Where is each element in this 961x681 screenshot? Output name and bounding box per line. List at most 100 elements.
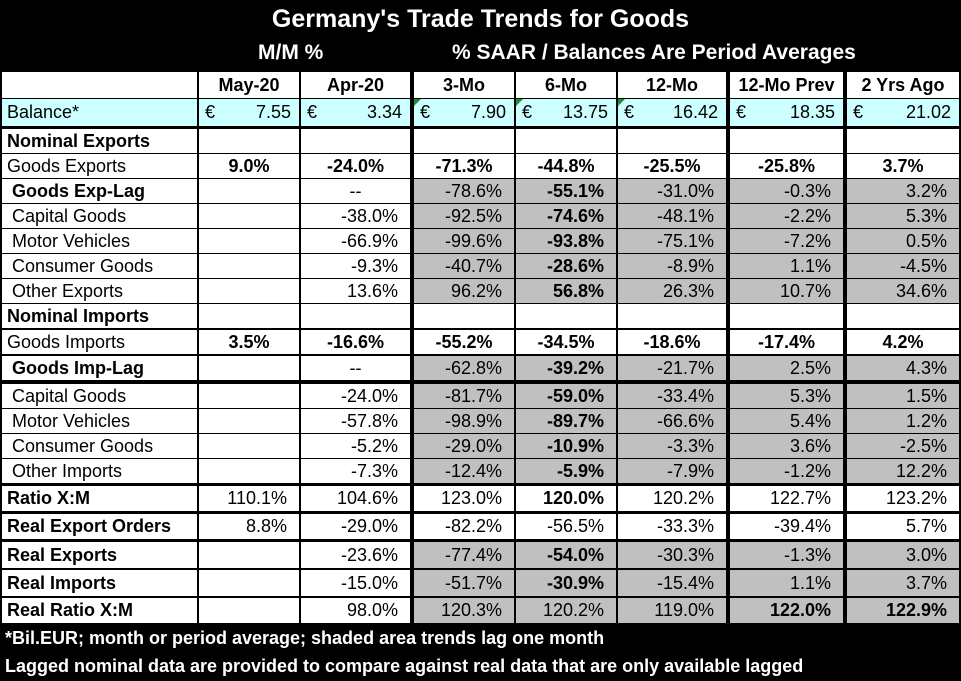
table-cell: 26.3% — [618, 279, 726, 303]
balance-amount: 13.75 — [562, 102, 608, 122]
table-cell: -31.0% — [618, 179, 726, 203]
table-row: Other Exports 13.6% 96.2% 56.8% 26.3% 10.7% 34… — [0, 279, 961, 303]
table-cell: -66.9% — [301, 229, 410, 253]
table-cell: -10.9% — [516, 434, 616, 458]
table-cell: 123.2% — [847, 486, 959, 511]
table-cell: -59.0% — [516, 384, 616, 408]
table-cell — [199, 179, 299, 203]
table-cell: -71.3% — [414, 154, 514, 178]
row-label: Real Exports — [2, 542, 197, 568]
table-cell: -7.3% — [301, 459, 410, 483]
table-row: Nominal Imports — [0, 304, 961, 328]
table-row: Consumer Goods -5.2% -29.0% -10.9% -3.3% 3.6%… — [0, 434, 961, 458]
balance-value: €7.55 — [199, 99, 299, 126]
column-header-row: May-20 Apr-20 3-Mo 6-Mo 12-Mo 12-Mo Prev 2 Yrs… — [0, 72, 961, 98]
table-cell: -0.3% — [730, 179, 843, 203]
table-cell: 5.4% — [730, 409, 843, 433]
table-row: Nominal Exports — [0, 129, 961, 153]
table-cell — [730, 304, 843, 328]
row-label: Capital Goods — [2, 204, 197, 228]
column-header: 12-Mo Prev — [730, 72, 843, 98]
row-label: Motor Vehicles — [2, 409, 197, 433]
table-cell: -75.1% — [618, 229, 726, 253]
table-cell: -89.7% — [516, 409, 616, 433]
table-cell: -38.0% — [301, 204, 410, 228]
table-cell: 98.0% — [301, 598, 410, 623]
balance-amount: 7.55 — [255, 102, 291, 122]
row-label: Consumer Goods — [2, 434, 197, 458]
table-row: Motor Vehicles -66.9% -99.6% -93.8% -75.1% -7… — [0, 229, 961, 253]
table-cell — [618, 129, 726, 153]
green-triangle-marker — [414, 99, 421, 106]
row-label: Capital Goods — [2, 384, 197, 408]
column-header: 12-Mo — [618, 72, 726, 98]
table-cell: -62.8% — [414, 356, 514, 380]
table-cell: -78.6% — [414, 179, 514, 203]
table-cell: -4.5% — [847, 254, 959, 278]
table-cell: 5.3% — [847, 204, 959, 228]
column-header: 6-Mo — [516, 72, 616, 98]
table-cell: 122.9% — [847, 598, 959, 623]
balance-amount: 3.34 — [366, 102, 402, 122]
table-cell: -24.0% — [301, 154, 410, 178]
table-cell: -39.2% — [516, 356, 616, 380]
table-cell — [730, 129, 843, 153]
table-cell: -16.6% — [301, 330, 410, 354]
table-cell — [414, 129, 514, 153]
table-cell — [199, 598, 299, 623]
row-label: Goods Exports — [2, 154, 197, 178]
row-label: Goods Imp-Lag — [2, 356, 197, 380]
table-cell: -40.7% — [414, 254, 514, 278]
table-cell: -98.9% — [414, 409, 514, 433]
page-title: Germany's Trade Trends for Goods — [271, 5, 690, 33]
table-row: Goods Imports 3.5% -16.6% -55.2% -34.5% -18.6… — [0, 330, 961, 354]
table-cell: -- — [301, 356, 410, 380]
balance-value: €7.90 — [414, 99, 514, 126]
table-cell — [301, 304, 410, 328]
table-cell: -51.7% — [414, 570, 514, 596]
table-cell: -55.1% — [516, 179, 616, 203]
table-cell — [199, 570, 299, 596]
table-cell: 3.0% — [847, 542, 959, 568]
row-label: Nominal Exports — [2, 129, 197, 153]
table-cell: -9.3% — [301, 254, 410, 278]
green-triangle-marker — [618, 99, 625, 106]
table-cell — [199, 384, 299, 408]
table-cell: 10.7% — [730, 279, 843, 303]
table-row: Capital Goods -24.0% -81.7% -59.0% -33.4% 5.3… — [0, 384, 961, 408]
table-cell: 56.8% — [516, 279, 616, 303]
table-row: Real Imports -15.0% -51.7% -30.9% -15.4% 1.1%… — [0, 570, 961, 596]
table-cell: 3.2% — [847, 179, 959, 203]
table-row: Real Exports -23.6% -77.4% -54.0% -30.3% -1.3… — [0, 542, 961, 568]
table-row: Goods Exp-Lag -- -78.6% -55.1% -31.0% -0.3% 3.… — [0, 179, 961, 203]
row-label: Ratio X:M — [2, 486, 197, 511]
table-cell: -3.3% — [618, 434, 726, 458]
table-cell: -1.2% — [730, 459, 843, 483]
table-cell: -24.0% — [301, 384, 410, 408]
table-cell: -48.1% — [618, 204, 726, 228]
table-cell: -12.4% — [414, 459, 514, 483]
balance-value: €3.34 — [301, 99, 410, 126]
currency-symbol: € — [522, 102, 533, 122]
column-header: Apr-20 — [301, 72, 410, 98]
table-cell: 3.6% — [730, 434, 843, 458]
table-cell: 3.7% — [847, 570, 959, 596]
table-cell: 1.5% — [847, 384, 959, 408]
table-cell: 8.8% — [199, 514, 299, 539]
table-cell: -54.0% — [516, 542, 616, 568]
table-cell — [516, 129, 616, 153]
table-cell: -34.5% — [516, 330, 616, 354]
table-cell: -99.6% — [414, 229, 514, 253]
table-cell — [199, 356, 299, 380]
table-cell: -1.3% — [730, 542, 843, 568]
table-cell — [199, 254, 299, 278]
table-cell: -- — [301, 179, 410, 203]
row-label: Other Imports — [2, 459, 197, 483]
table-cell: -15.4% — [618, 570, 726, 596]
balance-value: €21.02 — [847, 99, 959, 126]
table-cell — [301, 129, 410, 153]
table-cell — [199, 229, 299, 253]
table-cell — [618, 304, 726, 328]
table-cell — [199, 204, 299, 228]
